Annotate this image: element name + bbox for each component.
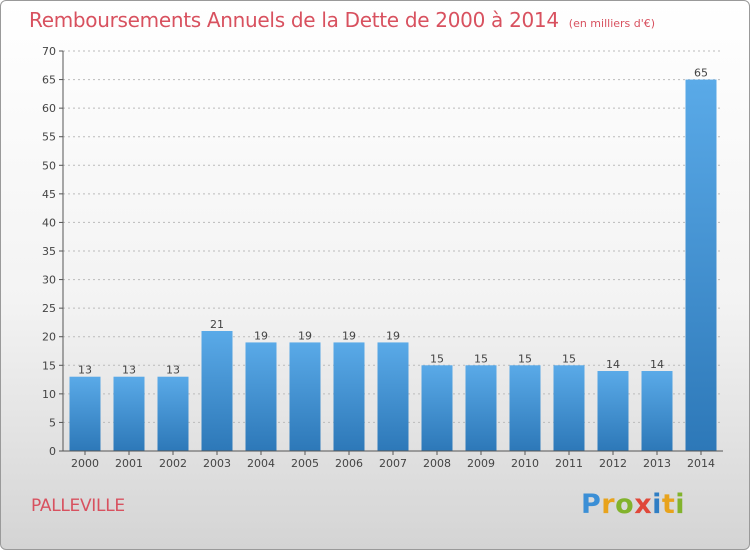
x-tick-label-2002: 2002 — [159, 457, 187, 470]
x-tick-label-2011: 2011 — [555, 457, 583, 470]
y-tick-label: 35 — [42, 245, 56, 258]
bar-2012 — [597, 371, 629, 451]
y-tick-label: 5 — [49, 416, 56, 429]
x-tick-label-2010: 2010 — [511, 457, 539, 470]
value-label-2010: 15 — [518, 352, 532, 365]
bar-2001 — [113, 376, 145, 451]
x-tick-label-2004: 2004 — [247, 457, 275, 470]
y-tick-label: 25 — [42, 302, 56, 315]
value-label-2005: 19 — [298, 329, 312, 342]
value-label-2011: 15 — [562, 352, 576, 365]
bar-2014 — [685, 79, 717, 452]
logo-letter: P — [581, 489, 602, 520]
value-label-2006: 19 — [342, 329, 356, 342]
y-tick-label: 20 — [42, 331, 56, 344]
y-tick-label: 60 — [42, 102, 56, 115]
y-tick-label: 70 — [42, 45, 56, 58]
value-label-2008: 15 — [430, 352, 444, 365]
x-tick-label-2000: 2000 — [71, 457, 99, 470]
value-label-2009: 15 — [474, 352, 488, 365]
x-tick-label-2009: 2009 — [467, 457, 495, 470]
commune-name: PALLEVILLE — [31, 496, 125, 516]
bar-2002 — [157, 376, 189, 451]
x-tick-label-2013: 2013 — [643, 457, 671, 470]
chart-subtitle: (en milliers d'€) — [568, 17, 656, 30]
y-tick-label: 40 — [42, 216, 56, 229]
logo-letter: t — [661, 489, 676, 520]
x-tick-label-2012: 2012 — [599, 457, 627, 470]
value-label-2004: 19 — [254, 329, 268, 342]
bar-2004 — [245, 342, 277, 451]
logo-letter: i — [675, 489, 686, 520]
bar-2006 — [333, 342, 365, 451]
logo-letter: x — [634, 489, 653, 520]
y-tick-label: 30 — [42, 274, 56, 287]
value-label-2013: 14 — [650, 358, 664, 371]
bar-2005 — [289, 342, 321, 451]
chart-title: Remboursements Annuels de la Dette de 20… — [29, 8, 655, 32]
bar-2013 — [641, 371, 673, 451]
bar-2003 — [201, 331, 233, 451]
x-tick-label-2001: 2001 — [115, 457, 143, 470]
title-text: Remboursements Annuels de la Dette de 20… — [29, 8, 559, 32]
bar-2007 — [377, 342, 409, 451]
bar-2000 — [69, 376, 101, 451]
x-tick-label-2003: 2003 — [203, 457, 231, 470]
x-tick-label-2008: 2008 — [423, 457, 451, 470]
bar-2010 — [509, 365, 541, 451]
proxiti-logo: Proxiti — [581, 489, 685, 520]
y-tick-label: 10 — [42, 388, 56, 401]
value-labels: 13 13 13 21 19 19 19 19 15 15 15 15 14 14 65 — [78, 67, 708, 377]
x-tick-label-2006: 2006 — [335, 457, 363, 470]
value-label-2002: 13 — [166, 364, 180, 377]
y-tick-label: 55 — [42, 131, 56, 144]
value-label-2014: 65 — [694, 67, 708, 80]
y-tick-labels: 0 5 10 15 20 25 30 35 40 45 50 55 60 65 70 — [42, 45, 56, 458]
logo-letter: r — [601, 489, 616, 520]
y-tick-label: 0 — [49, 445, 56, 458]
value-label-2012: 14 — [606, 358, 620, 371]
y-tick-label: 65 — [42, 74, 56, 87]
x-tick-label-2005: 2005 — [291, 457, 319, 470]
bars — [69, 79, 717, 452]
value-label-2007: 19 — [386, 329, 400, 342]
bar-2011 — [553, 365, 585, 451]
y-tick-label: 15 — [42, 359, 56, 372]
y-tick-label: 45 — [42, 188, 56, 201]
value-label-2003: 21 — [210, 318, 224, 331]
bar-2008 — [421, 365, 453, 451]
axes — [59, 50, 723, 455]
x-tick-labels: 2000 2001 2002 2003 2004 2005 2006 2007 2008 2009… — [71, 457, 715, 470]
bar-2009 — [465, 365, 497, 451]
x-tick-label-2007: 2007 — [379, 457, 407, 470]
x-tick-label-2014: 2014 — [687, 457, 715, 470]
value-label-2000: 13 — [78, 364, 92, 377]
value-label-2001: 13 — [122, 364, 136, 377]
y-tick-label: 50 — [42, 159, 56, 172]
logo-letter: o — [615, 489, 635, 520]
logo-letter: i — [652, 489, 662, 520]
